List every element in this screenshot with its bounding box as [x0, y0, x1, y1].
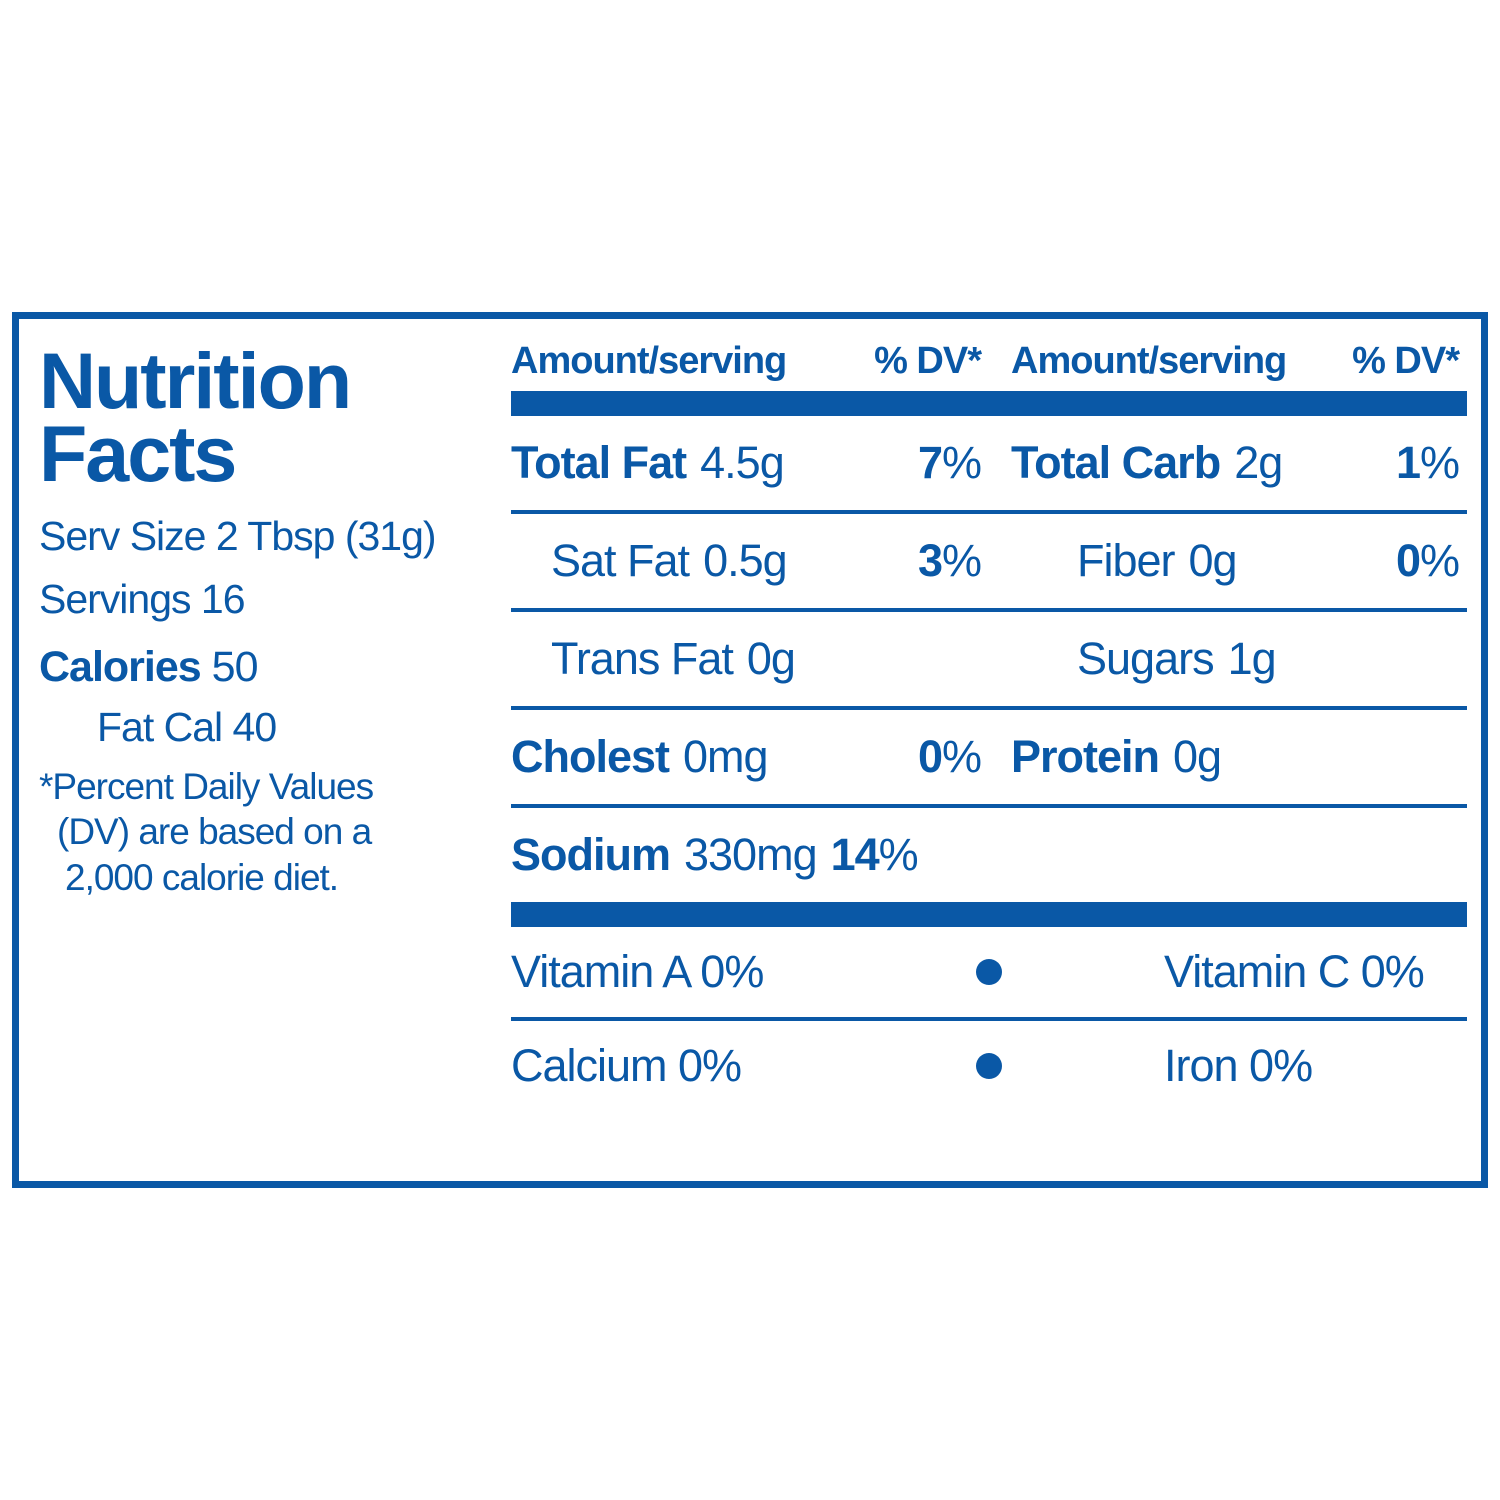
table-row-fat-carb: Total Fat 4.5g 7% Total Carb 2g 1% — [511, 416, 1467, 510]
total-carb-dv: 1% — [1342, 437, 1467, 489]
footnote-line-1: *Percent Daily Values — [39, 766, 374, 808]
sugars-label: Sugars — [1077, 633, 1215, 684]
label-title: Nutrition Facts — [39, 336, 479, 498]
bullet-icon — [976, 959, 1002, 985]
protein-cell: Protein 0g — [989, 731, 1342, 783]
table-row-sodium: Sodium 330mg 14% — [511, 808, 1467, 902]
header-amount-serving-left: Amount/serving — [511, 340, 787, 382]
sat-fat-dv-percent-sign: % — [941, 535, 982, 586]
cholesterol-value: 0mg — [683, 731, 769, 782]
sat-fat-dv: 3% — [864, 535, 989, 587]
footnote-line-2: (DV) are based on a — [57, 811, 372, 853]
total-fat-dv-percent-sign: % — [941, 437, 982, 488]
table-row-calcium-iron: Calcium 0% Iron 0% — [511, 1021, 1467, 1111]
fiber-value: 0g — [1188, 535, 1238, 586]
row-divider — [511, 510, 1467, 514]
trans-fat-cell: Trans Fat 0g — [511, 633, 864, 685]
bullet-wrap — [944, 959, 1034, 985]
table-row-satfat-fiber: Sat Fat 0.5g 3% Fiber 0g 0% — [511, 514, 1467, 608]
calcium-text: Calcium 0% — [511, 1040, 742, 1091]
fat-calories-text: Fat Cal 40 — [97, 704, 277, 751]
vitamin-a-text: Vitamin A 0% — [511, 946, 764, 997]
fiber-cell: Fiber 0g — [989, 535, 1342, 587]
servings-count-text: Servings 16 — [39, 576, 246, 623]
row-divider — [511, 1017, 1467, 1021]
total-carb-dv-number: 1 — [1395, 437, 1421, 488]
header-dv-right: % DV* — [1352, 340, 1460, 382]
header-divider-bar — [511, 391, 1467, 416]
title-line-1: Nutrition — [39, 336, 352, 425]
sat-fat-label: Sat Fat — [551, 535, 690, 586]
title-line-2: Facts — [39, 408, 237, 498]
total-fat-cell: Total Fat 4.5g — [511, 437, 864, 489]
total-carb-dv-percent-sign: % — [1419, 437, 1460, 488]
sugars-cell: Sugars 1g — [989, 633, 1342, 685]
trans-fat-value: 0g — [746, 633, 796, 684]
sugars-value: 1g — [1227, 633, 1277, 684]
row-divider — [511, 706, 1467, 710]
trans-fat-label: Trans Fat — [551, 633, 734, 684]
nutrient-table: Amount/serving % DV* Amount/serving % DV… — [487, 319, 1481, 1181]
row-divider — [511, 608, 1467, 612]
sat-fat-cell: Sat Fat 0.5g — [511, 535, 864, 587]
total-fat-value: 4.5g — [700, 437, 785, 488]
vitamin-c-text: Vitamin C 0% — [1164, 946, 1425, 997]
fiber-label: Fiber — [1077, 535, 1176, 586]
cholesterol-dv-number: 0 — [917, 731, 943, 782]
total-carb-cell: Total Carb 2g — [989, 437, 1342, 489]
cholesterol-dv: 0% — [864, 731, 989, 783]
protein-value: 0g — [1173, 731, 1222, 782]
row-divider — [511, 804, 1467, 808]
header-amount-serving-right: Amount/serving — [1011, 340, 1287, 382]
calories-label: Calories — [39, 643, 202, 692]
total-carb-value: 2g — [1234, 437, 1283, 488]
iron-text: Iron 0% — [1164, 1040, 1313, 1091]
cholesterol-dv-percent-sign: % — [941, 731, 982, 782]
header-dv-left: % DV* — [874, 340, 982, 382]
total-fat-label: Total Fat — [511, 437, 687, 488]
footnote-line-3: 2,000 calorie diet. — [65, 856, 339, 898]
calories-line: Calories 50 — [39, 646, 479, 689]
calories-value: 50 — [211, 643, 259, 692]
micros-divider-bar — [511, 902, 1467, 927]
cholesterol-cell: Cholest 0mg — [511, 731, 864, 783]
table-row-transfat-sugars: Trans Fat 0g Sugars 1g — [511, 612, 1467, 706]
total-carb-label: Total Carb — [1011, 437, 1221, 488]
sodium-dv-percent-sign: % — [878, 829, 919, 880]
fiber-dv: 0% — [1342, 535, 1467, 587]
sat-fat-dv-number: 3 — [917, 535, 943, 586]
sodium-label: Sodium — [511, 829, 671, 880]
bullet-wrap — [944, 1053, 1034, 1079]
fiber-dv-number: 0 — [1395, 535, 1421, 586]
total-fat-dv: 7% — [864, 437, 989, 489]
cholesterol-label: Cholest — [511, 731, 670, 782]
total-fat-dv-number: 7 — [917, 437, 943, 488]
sodium-dv-number: 14 — [830, 829, 880, 880]
fiber-dv-percent-sign: % — [1419, 535, 1460, 586]
table-row-cholest-protein: Cholest 0mg 0% Protein 0g — [511, 710, 1467, 804]
nutrition-facts-label: Nutrition Facts Serv Size 2 Tbsp (31g) S… — [12, 312, 1488, 1188]
serving-size-text: Serv Size 2 Tbsp (31g) — [39, 513, 437, 560]
bullet-icon — [976, 1053, 1002, 1079]
protein-label: Protein — [1011, 731, 1160, 782]
summary-panel: Nutrition Facts Serv Size 2 Tbsp (31g) S… — [19, 319, 487, 1181]
sodium-value: 330mg — [684, 829, 818, 880]
daily-value-footnote: *Percent Daily Values (DV) are based on … — [39, 764, 479, 899]
sat-fat-value: 0.5g — [703, 535, 788, 586]
table-row-vitamin-a-c: Vitamin A 0% Vitamin C 0% — [511, 927, 1467, 1017]
table-header-row: Amount/serving % DV* Amount/serving % DV… — [511, 325, 1467, 391]
